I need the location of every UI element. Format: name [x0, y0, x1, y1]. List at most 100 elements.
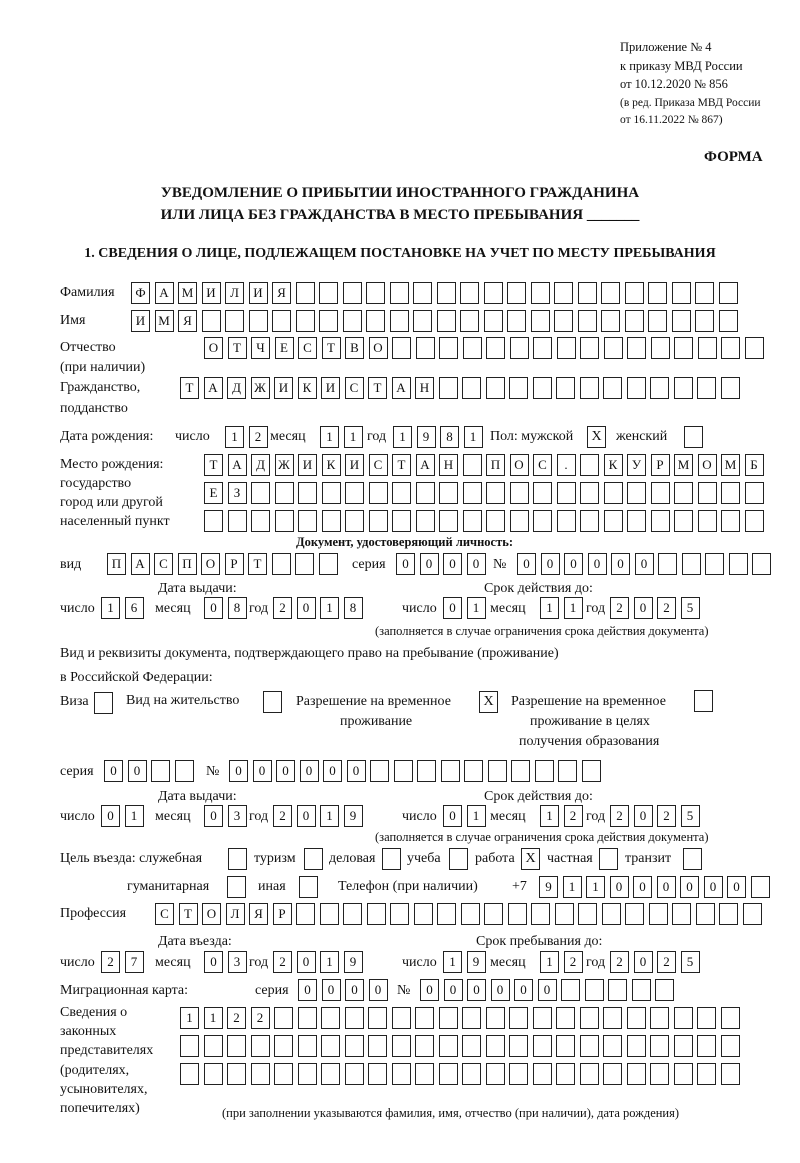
char-cell[interactable]: И — [131, 310, 150, 332]
char-cell[interactable] — [486, 337, 505, 359]
char-cell[interactable] — [626, 377, 646, 399]
char-cell[interactable] — [697, 377, 716, 399]
char-cell[interactable]: 0 — [321, 979, 341, 1001]
char-cell[interactable] — [672, 903, 691, 925]
char-cell[interactable]: 1 — [225, 426, 244, 448]
char-cell[interactable]: Т — [368, 377, 387, 399]
char-cell[interactable]: 0 — [727, 876, 746, 898]
char-cell[interactable]: 9 — [416, 426, 436, 448]
char-cell[interactable] — [530, 282, 550, 304]
char-cell[interactable]: 2 — [248, 426, 268, 448]
char-cell[interactable]: 1 — [540, 805, 559, 827]
char-cell[interactable] — [483, 282, 503, 304]
char-cell[interactable]: И — [298, 454, 317, 476]
char-cell[interactable] — [556, 482, 576, 504]
char-cell[interactable]: Я — [178, 310, 197, 332]
char-cell[interactable] — [728, 553, 748, 575]
char-cell[interactable] — [392, 482, 411, 504]
char-cell[interactable] — [391, 1035, 411, 1057]
char-cell[interactable] — [318, 553, 338, 575]
char-cell[interactable]: 1 — [343, 426, 363, 448]
char-cell[interactable]: 0 — [514, 979, 533, 1001]
char-cell[interactable]: Ж — [250, 377, 270, 399]
char-cell[interactable]: Т — [392, 454, 411, 476]
char-cell[interactable] — [366, 310, 385, 332]
char-cell[interactable]: О — [204, 337, 223, 359]
char-cell[interactable]: 0 — [127, 760, 147, 782]
char-cell[interactable] — [462, 1007, 481, 1029]
char-cell[interactable] — [271, 553, 291, 575]
char-cell[interactable]: 0 — [229, 760, 248, 782]
char-cell[interactable]: 0 — [443, 553, 462, 575]
char-cell[interactable]: А — [227, 454, 247, 476]
char-cell[interactable]: З — [227, 482, 247, 504]
char-cell[interactable]: 0 — [443, 805, 462, 827]
char-cell[interactable]: 5 — [680, 597, 700, 619]
char-cell[interactable] — [439, 337, 458, 359]
char-cell[interactable] — [274, 510, 294, 532]
char-cell[interactable] — [603, 337, 623, 359]
char-cell[interactable] — [413, 310, 432, 332]
char-cell[interactable]: С — [533, 454, 552, 476]
char-cell[interactable]: 1 — [463, 426, 483, 448]
char-cell[interactable] — [439, 510, 458, 532]
char-cell[interactable] — [580, 510, 599, 532]
char-cell[interactable]: 0 — [298, 979, 317, 1001]
char-cell[interactable] — [697, 482, 717, 504]
char-cell[interactable] — [180, 1035, 199, 1057]
char-cell[interactable]: 0 — [467, 979, 486, 1001]
char-cell[interactable] — [248, 310, 268, 332]
char-cell[interactable] — [415, 1007, 434, 1029]
char-cell[interactable]: 0 — [609, 876, 629, 898]
char-cell[interactable]: 0 — [633, 805, 653, 827]
char-cell[interactable] — [533, 510, 552, 532]
char-cell[interactable] — [343, 903, 362, 925]
char-cell[interactable] — [274, 1035, 293, 1057]
char-cell[interactable] — [203, 1063, 223, 1085]
char-cell[interactable] — [625, 903, 644, 925]
char-cell[interactable] — [718, 310, 738, 332]
char-cell[interactable]: 0 — [611, 553, 630, 575]
char-cell[interactable] — [608, 979, 627, 1001]
char-cell[interactable] — [744, 510, 764, 532]
char-cell[interactable] — [511, 760, 530, 782]
char-cell[interactable]: 0 — [517, 553, 536, 575]
char-cell[interactable]: А — [203, 377, 223, 399]
char-cell[interactable]: 0 — [204, 805, 223, 827]
char-cell[interactable]: 0 — [204, 951, 223, 973]
char-cell[interactable] — [415, 337, 435, 359]
char-cell[interactable]: П — [486, 454, 505, 476]
char-cell[interactable] — [485, 1063, 505, 1085]
char-cell[interactable]: М — [178, 282, 197, 304]
char-cell[interactable] — [561, 979, 580, 1001]
char-cell[interactable] — [673, 1035, 693, 1057]
char-cell[interactable] — [721, 510, 740, 532]
char-cell[interactable] — [554, 903, 574, 925]
char-cell[interactable]: 0 — [537, 979, 557, 1001]
char-cell[interactable]: Д — [227, 377, 246, 399]
char-cell[interactable] — [718, 282, 738, 304]
char-cell[interactable] — [674, 482, 693, 504]
char-cell[interactable] — [603, 510, 623, 532]
char-cell[interactable] — [532, 1007, 552, 1029]
purpose-work-checkbox[interactable]: X — [521, 848, 540, 870]
char-cell[interactable]: 0 — [587, 553, 607, 575]
char-cell[interactable] — [584, 979, 604, 1001]
char-cell[interactable] — [204, 510, 223, 532]
char-cell[interactable] — [436, 282, 456, 304]
char-cell[interactable] — [392, 337, 411, 359]
char-cell[interactable]: 5 — [680, 805, 700, 827]
char-cell[interactable]: И — [321, 377, 340, 399]
char-cell[interactable]: И — [274, 377, 293, 399]
representatives-row-3[interactable] — [180, 1063, 744, 1085]
char-cell[interactable] — [626, 1007, 646, 1029]
char-cell[interactable] — [742, 903, 762, 925]
char-cell[interactable] — [671, 282, 691, 304]
char-cell[interactable] — [251, 510, 270, 532]
char-cell[interactable] — [601, 310, 620, 332]
